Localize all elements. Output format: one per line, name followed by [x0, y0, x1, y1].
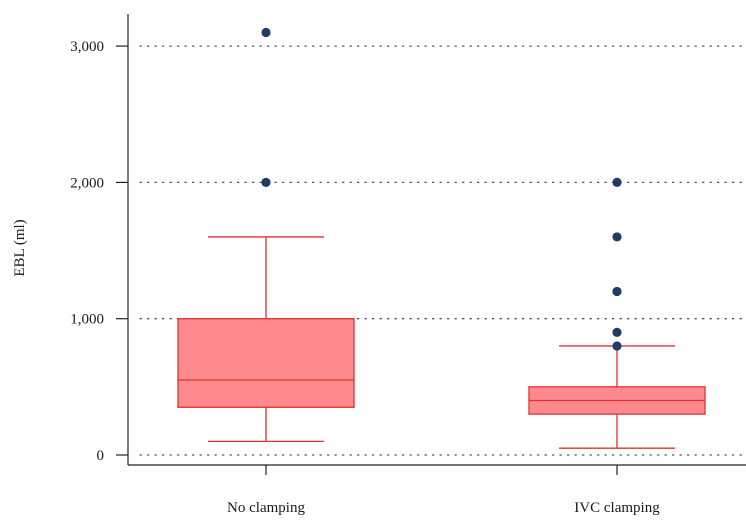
outlier-point	[612, 232, 622, 242]
y-tick-label: 1,000	[70, 312, 104, 328]
y-axis-title: EBL (ml)	[12, 219, 28, 276]
y-tick-label: 3,000	[70, 39, 104, 55]
box-group	[528, 177, 706, 449]
outlier-point	[612, 341, 622, 351]
outlier-point	[612, 327, 622, 337]
y-tick-label: 0	[97, 448, 105, 464]
y-tick-label: 2,000	[70, 175, 104, 191]
iqr-box	[177, 318, 355, 408]
x-tick-label: IVC clamping	[574, 500, 660, 516]
x-tick-label: No clamping	[227, 500, 305, 516]
outlier-point	[261, 27, 271, 38]
outlier-point	[612, 286, 622, 297]
box-group	[177, 27, 355, 443]
outlier-point	[612, 177, 622, 187]
axes	[116, 14, 746, 475]
boxes	[177, 27, 706, 449]
tick-labels: 0 1,000 2,000 3,000 No clamping IVC clamping	[70, 39, 660, 516]
outlier-point	[261, 177, 271, 187]
